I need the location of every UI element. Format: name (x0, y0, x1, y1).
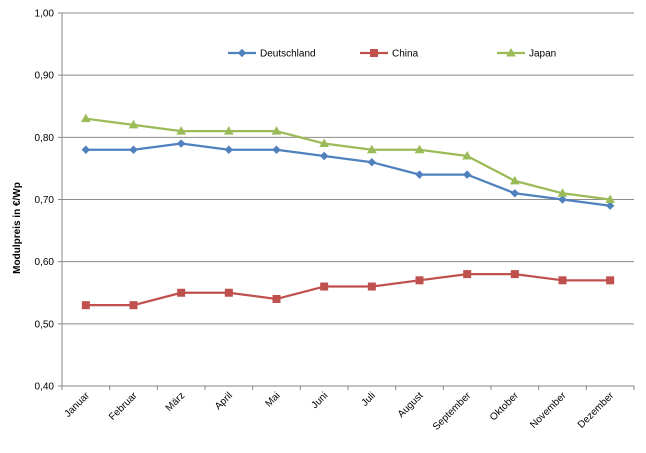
data-point (510, 189, 520, 198)
data-point (224, 288, 233, 297)
x-tick-label: Juli (360, 390, 378, 408)
series-china (81, 270, 615, 310)
y-tick-label: 0,70 (35, 195, 55, 206)
data-point (320, 282, 329, 291)
y-tick-labels: 0,40 0,50 0,60 0,70 0,80 0,90 1,00 (35, 9, 55, 393)
data-point (606, 276, 615, 285)
data-point (224, 145, 234, 154)
y-tick-label: 0,40 (35, 382, 55, 393)
data-point (510, 270, 519, 279)
legend-item-japan: Japan (497, 47, 556, 60)
data-point (81, 145, 91, 154)
x-tick-label: Oktober (488, 390, 521, 423)
series-line (85, 272, 611, 307)
data-point (272, 294, 281, 303)
data-point (415, 170, 424, 179)
data-point (558, 276, 567, 285)
data-point (223, 126, 234, 135)
data-point (177, 288, 186, 297)
data-point (272, 145, 281, 154)
y-tick-label: 1,00 (35, 9, 55, 20)
series-japan (80, 113, 616, 203)
gridlines (62, 12, 634, 325)
legend-label: Deutschland (260, 49, 316, 60)
data-point (414, 144, 425, 154)
series-line (85, 117, 611, 201)
data-point (319, 138, 330, 148)
legend-marker (506, 47, 516, 57)
x-tick-labels: Januar Februar März April Mai Juni Juli August S… (63, 390, 617, 433)
y-tick-label: 0,80 (35, 133, 55, 144)
legend: Deutschland China Japan (228, 47, 556, 60)
axes (58, 12, 635, 390)
data-point (271, 126, 282, 135)
x-tick-label: November (528, 390, 569, 431)
data-point (81, 301, 90, 310)
data-point (367, 282, 376, 291)
data-point (462, 150, 473, 160)
data-point (605, 201, 615, 210)
data-point (462, 170, 472, 179)
data-point (605, 194, 616, 203)
series (80, 113, 616, 310)
x-tick-label: Dezember (576, 390, 617, 431)
y-tick-label: 0,50 (35, 319, 55, 330)
y-tick-label: 0,60 (35, 257, 55, 268)
series-deutschland (81, 139, 615, 210)
data-point (557, 188, 568, 197)
y-tick-label: 0,90 (35, 71, 55, 82)
x-tick-label: Mai (263, 390, 282, 409)
data-point (129, 145, 138, 154)
x-tick-label: Juni (310, 390, 331, 411)
x-tick-label: März (164, 390, 188, 414)
x-tick-label: April (213, 390, 235, 412)
data-point (366, 144, 377, 154)
data-point (367, 157, 377, 167)
data-point (176, 139, 186, 148)
legend-item-deutschland: Deutschland (228, 49, 316, 60)
legend-item-china: China (360, 49, 419, 60)
data-point (176, 126, 187, 135)
data-point (128, 119, 139, 129)
data-point (80, 113, 91, 123)
series-line (85, 142, 611, 207)
x-tick-label: Januar (63, 390, 93, 420)
data-point (129, 301, 138, 310)
data-point (558, 195, 567, 204)
y-axis-label: Modulpreis in €/Wp (12, 182, 23, 274)
data-point (463, 270, 472, 279)
legend-label: Japan (529, 49, 556, 60)
x-tick-label: August (396, 390, 426, 420)
legend-label: China (392, 49, 419, 60)
legend-marker (370, 49, 378, 57)
data-point (415, 276, 424, 285)
data-point (319, 151, 329, 161)
x-tick-label: September (431, 390, 474, 433)
legend-marker (237, 48, 247, 58)
data-point (509, 175, 520, 185)
x-tick-label: Februar (107, 390, 140, 423)
